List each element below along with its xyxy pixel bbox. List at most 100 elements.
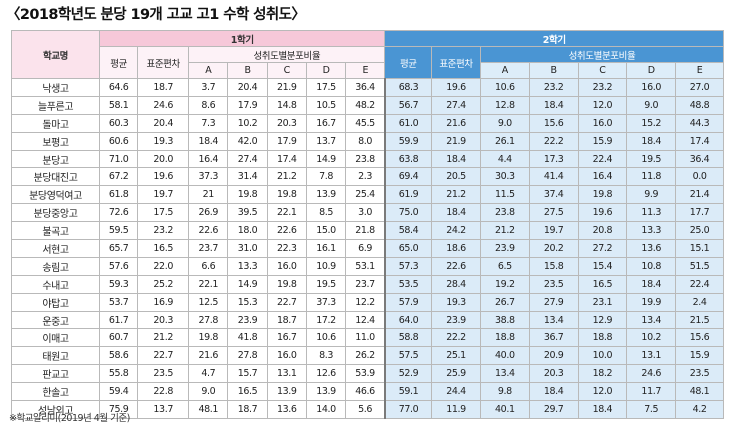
semester2-header: 2학기 <box>384 30 724 47</box>
s2-grade-c: C <box>577 62 628 79</box>
table-body: 낙생고 64.6 18.7 3.7 20.4 21.9 17.5 36.4 68.3 19.6 10… <box>10 78 724 419</box>
semester1-value-cell: 26.2 <box>345 346 386 366</box>
semester2-value-cell: 22.2 <box>528 131 579 151</box>
semester1-value-cell: 12.5 <box>188 292 229 312</box>
semester1-value-cell: 20.3 <box>137 310 190 330</box>
semester2-value-cell: 11.8 <box>626 167 677 187</box>
semester2-value-cell: 59.1 <box>383 382 433 402</box>
semester1-value-cell: 17.5 <box>137 203 190 223</box>
semester1-value-cell: 16.9 <box>137 292 190 312</box>
semester1-value-cell: 23.5 <box>137 364 190 384</box>
semester2-value-cell: 12.9 <box>577 310 628 330</box>
semester2-value-cell: 61.0 <box>383 113 433 133</box>
school-name-cell: 분당고 <box>10 149 101 169</box>
semester1-value-cell: 15.0 <box>305 221 347 241</box>
semester2-value-cell: 11.5 <box>479 185 530 205</box>
semester1-value-cell: 20.4 <box>227 78 268 97</box>
semester1-value-cell: 22.7 <box>266 292 307 312</box>
semester2-value-cell: 57.5 <box>383 346 433 366</box>
semester2-value-cell: 0.0 <box>675 167 724 187</box>
table-row: 판교고 55.8 23.5 4.7 15.7 13.1 12.6 53.9 52.9 25.9 13… <box>10 364 724 384</box>
semester1-value-cell: 27.8 <box>188 310 229 330</box>
semester1-value-cell: 24.6 <box>137 95 190 115</box>
semester1-value-cell: 18.7 <box>227 400 268 419</box>
table-row: 운중고 61.7 20.3 27.8 23.9 18.7 17.2 12.4 64.0 23.9 3… <box>10 310 724 330</box>
semester1-value-cell: 14.8 <box>266 95 307 115</box>
semester1-value-cell: 22.6 <box>266 221 307 241</box>
semester1-value-cell: 2.3 <box>345 167 386 187</box>
semester2-value-cell: 10.8 <box>626 256 677 276</box>
semester1-value-cell: 36.4 <box>345 78 386 97</box>
table-row: 보평고 60.6 19.3 18.4 42.0 17.9 13.7 8.0 59.9 21.9 26… <box>10 131 724 151</box>
semester2-value-cell: 15.4 <box>577 256 628 276</box>
semester2-value-cell: 27.9 <box>528 292 579 312</box>
semester1-value-cell: 25.4 <box>345 185 386 205</box>
school-name-cell: 야탑고 <box>10 292 101 312</box>
semester1-value-cell: 23.2 <box>137 221 190 241</box>
semester1-value-cell: 22.8 <box>137 382 190 402</box>
semester2-value-cell: 20.8 <box>577 221 628 241</box>
semester1-value-cell: 13.3 <box>227 256 268 276</box>
semester2-value-cell: 22.4 <box>675 274 724 294</box>
semester1-value-cell: 41.8 <box>227 328 268 348</box>
semester2-value-cell: 18.2 <box>577 364 628 384</box>
semester1-value-cell: 45.5 <box>345 113 386 133</box>
semester2-value-cell: 23.5 <box>675 364 724 384</box>
semester1-value-cell: 19.8 <box>266 185 307 205</box>
semester1-value-cell: 60.6 <box>99 131 139 151</box>
semester2-value-cell: 57.9 <box>383 292 433 312</box>
semester1-value-cell: 23.8 <box>345 149 386 169</box>
semester1-value-cell: 42.0 <box>227 131 268 151</box>
semester1-value-cell: 5.6 <box>345 400 386 419</box>
semester1-value-cell: 22.1 <box>188 274 229 294</box>
semester2-value-cell: 16.4 <box>577 167 628 187</box>
semester2-value-cell: 23.2 <box>577 78 628 97</box>
s2-grade-d: D <box>626 62 677 79</box>
semester2-value-cell: 19.9 <box>626 292 677 312</box>
semester2-value-cell: 25.0 <box>675 221 724 241</box>
semester1-value-cell: 59.5 <box>99 221 139 241</box>
semester1-value-cell: 22.0 <box>137 256 190 276</box>
semester2-value-cell: 51.5 <box>675 256 724 276</box>
school-name-cell: 분당중앙고 <box>10 203 101 223</box>
semester2-value-cell: 9.0 <box>479 113 530 133</box>
semester1-value-cell: 17.9 <box>227 95 268 115</box>
school-name-cell: 송림고 <box>10 256 101 276</box>
semester2-value-cell: 15.8 <box>528 256 579 276</box>
semester2-value-cell: 11.7 <box>626 382 677 402</box>
table-row: 분당고 71.0 20.0 16.4 27.4 17.4 14.9 23.8 63.8 18.4 4… <box>10 149 724 169</box>
semester1-value-cell: 13.9 <box>305 382 347 402</box>
table-row: 태원고 58.6 22.7 21.6 27.8 16.0 8.3 26.2 57.5 25.1 40… <box>10 346 724 366</box>
semester2-value-cell: 69.4 <box>383 167 433 187</box>
semester2-value-cell: 20.5 <box>431 167 481 187</box>
semester2-value-cell: 30.3 <box>479 167 530 187</box>
semester2-value-cell: 63.8 <box>383 149 433 169</box>
semester2-value-cell: 11.3 <box>626 203 677 223</box>
semester2-value-cell: 13.3 <box>626 221 677 241</box>
semester1-value-cell: 31.0 <box>227 239 268 258</box>
semester2-value-cell: 19.6 <box>431 78 481 97</box>
semester2-value-cell: 23.5 <box>528 274 579 294</box>
school-name-cell: 운중고 <box>10 310 101 330</box>
school-name-cell: 보평고 <box>10 131 101 151</box>
school-name-cell: 서현고 <box>10 239 101 258</box>
semester2-value-cell: 57.3 <box>383 256 433 276</box>
semester2-value-cell: 23.9 <box>479 239 530 258</box>
semester2-value-cell: 27.5 <box>528 203 579 223</box>
semester1-value-cell: 15.3 <box>227 292 268 312</box>
semester1-value-cell: 18.0 <box>227 221 268 241</box>
semester1-value-cell: 14.0 <box>305 400 347 419</box>
semester2-value-cell: 12.8 <box>479 95 530 115</box>
semester1-value-cell: 57.6 <box>99 256 139 276</box>
semester1-value-cell: 8.0 <box>345 131 386 151</box>
school-name-cell: 분당대진고 <box>10 167 101 187</box>
table-row: 수내고 59.3 25.2 22.1 14.9 19.8 19.5 23.7 53.5 28.4 1… <box>10 274 724 294</box>
semester1-value-cell: 13.1 <box>266 364 307 384</box>
table-row: 송림고 57.6 22.0 6.6 13.3 16.0 10.9 53.1 57.3 22.6 6.… <box>10 256 724 276</box>
semester2-value-cell: 40.1 <box>479 400 530 419</box>
semester1-value-cell: 55.8 <box>99 364 139 384</box>
semester1-value-cell: 6.6 <box>188 256 229 276</box>
s2-grade-a: A <box>479 62 530 79</box>
semester2-value-cell: 6.5 <box>479 256 530 276</box>
semester2-value-cell: 10.2 <box>626 328 677 348</box>
